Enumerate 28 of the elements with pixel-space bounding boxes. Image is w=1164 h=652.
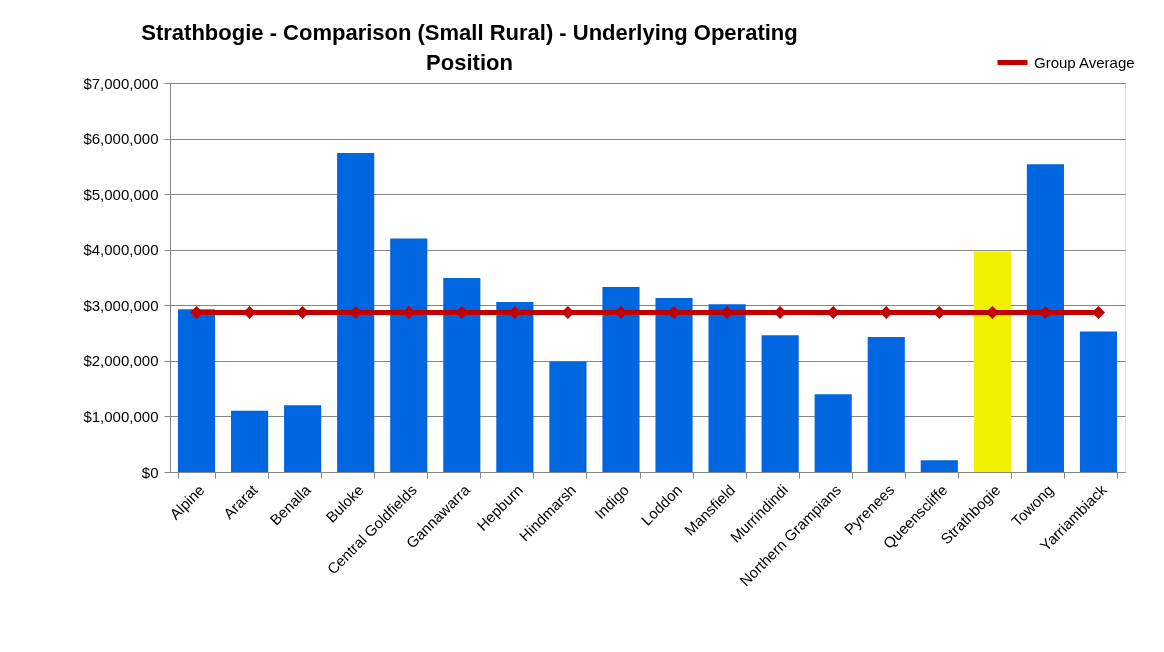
bar [920,460,958,472]
y-tick-label: $3,000,000 [83,296,159,314]
bar [177,309,216,472]
bar [231,410,269,472]
y-tick-label: $4,000,000 [83,241,159,259]
bar [761,335,799,472]
bar [602,286,640,472]
bar [443,278,481,472]
y-tick-label: $5,000,000 [83,185,159,203]
bar [284,405,322,472]
y-tick-label: $2,000,000 [83,352,159,370]
bar [973,251,1011,472]
y-tick-label: $7,000,000 [83,74,159,92]
bar [390,238,428,472]
legend-label: Group Average [1034,53,1135,71]
bar [814,394,852,472]
bar [655,298,693,472]
y-tick-label: $1,000,000 [83,407,159,425]
bar [496,301,534,472]
bar [867,336,905,472]
bar [1026,164,1064,472]
y-tick-label: $6,000,000 [83,130,159,148]
bar [1079,331,1118,472]
chart-title: Strathbogie - Comparison (Small Rural) - Underlying Operating Position [141,20,798,75]
bar [708,304,746,472]
y-tick-label: $0 [141,463,159,481]
bar [549,361,587,472]
bar [337,153,375,472]
